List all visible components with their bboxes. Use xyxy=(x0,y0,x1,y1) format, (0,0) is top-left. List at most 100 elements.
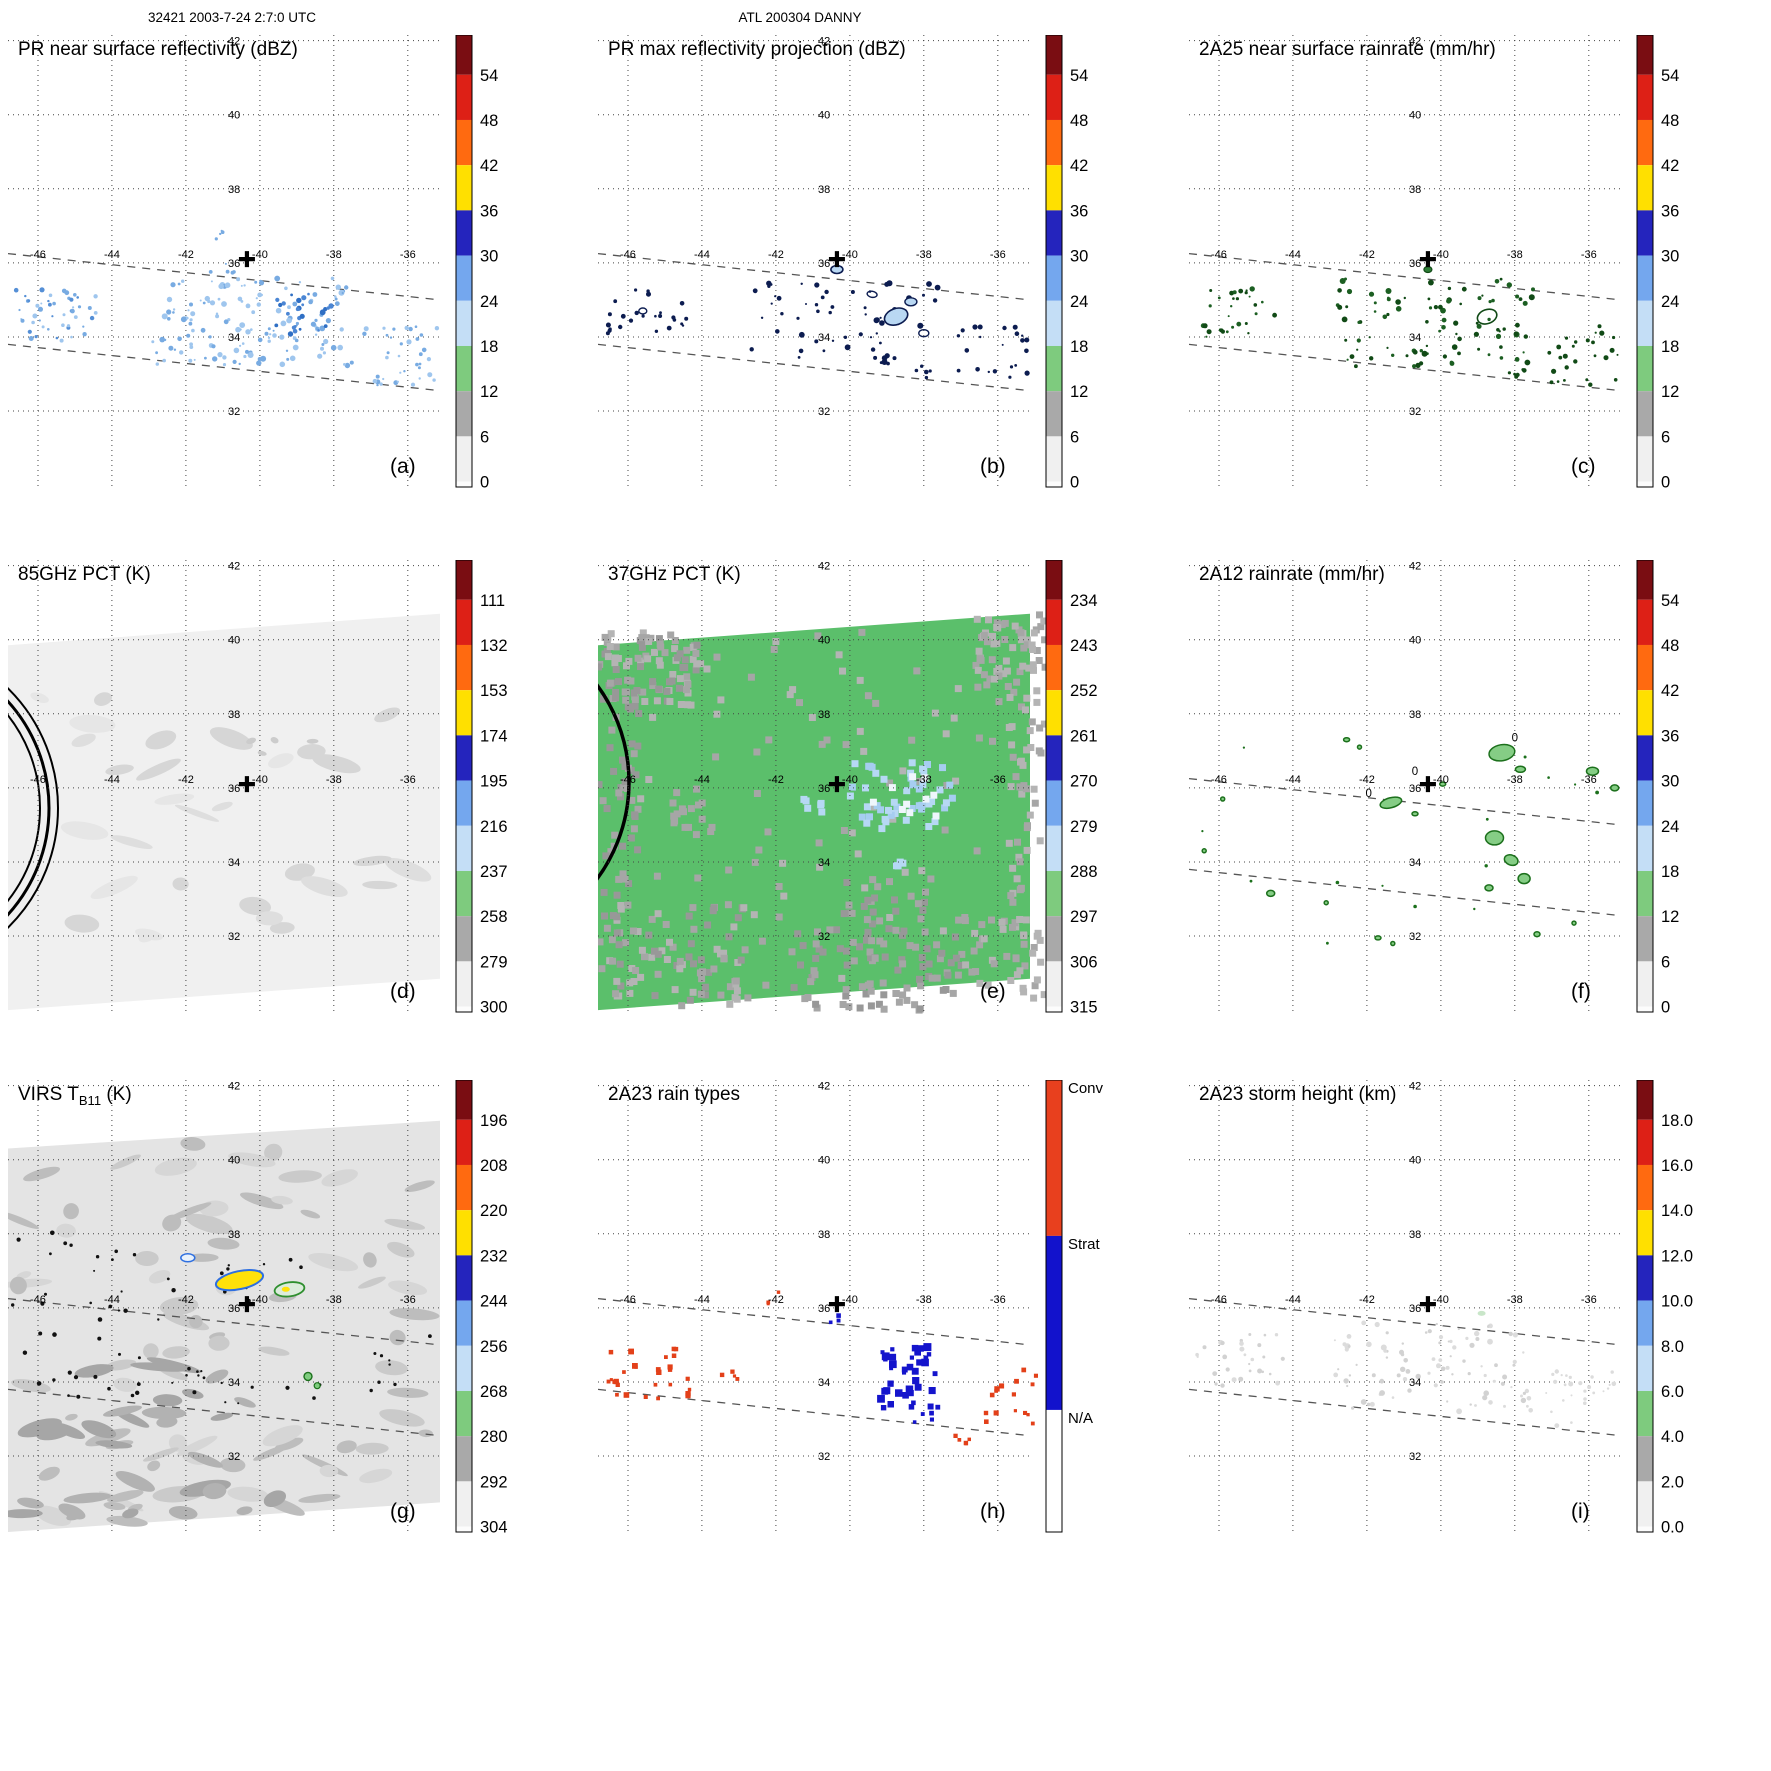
colorbar-tick-label: 30 xyxy=(1661,248,1679,266)
panel-title: PR max reflectivity projection (dBZ) xyxy=(608,39,906,60)
lat-label: 38 xyxy=(228,1229,240,1241)
raintype-label: Strat xyxy=(1068,1236,1101,1253)
panel-title: 85GHz PCT (K) xyxy=(18,564,151,585)
lon-label: -42 xyxy=(1359,249,1375,261)
panel-data-features xyxy=(606,1290,1039,1446)
colorbar-tick-label: 0 xyxy=(1661,474,1670,492)
panel-letter: (i) xyxy=(1571,1500,1590,1523)
panel-labels: -46 -44 -42 -40 -38 -36 32 34 36 38 40 42 2A23 storm… xyxy=(1199,1081,1597,1523)
panel-g: -46 -44 -42 -40 -38 -36 32 34 36 38 40 42 VIRS TB11 … xyxy=(0,1080,590,1558)
colorbar-tick-label: 261 xyxy=(1070,727,1098,745)
lon-label: -38 xyxy=(326,774,342,786)
storm-center-marker xyxy=(238,251,255,268)
colorbar-tick-label: 220 xyxy=(480,1202,508,1220)
lon-label: -40 xyxy=(252,774,268,786)
colorbar-tick-label: 12 xyxy=(480,383,498,401)
panel-data-field xyxy=(598,611,1049,1014)
swath-edge-upper xyxy=(8,252,441,301)
lon-label: -44 xyxy=(694,774,710,786)
colorbar-tick-label: 12.0 xyxy=(1661,1247,1693,1265)
panel-i: -46 -44 -42 -40 -38 -36 32 34 36 38 40 42 2A23 storm… xyxy=(1181,1080,1771,1558)
colorbar-tick-label: 12 xyxy=(1661,383,1679,401)
panel-letter: (d) xyxy=(390,980,416,1003)
panel-h: -46 -44 -42 -40 -38 -36 32 34 36 38 40 42 2A23 rain … xyxy=(590,1080,1180,1558)
colorbar-tick-label: 208 xyxy=(480,1157,508,1175)
panel-letter: (a) xyxy=(390,455,416,478)
lat-label: 34 xyxy=(1409,857,1421,869)
graticule xyxy=(1188,35,1621,487)
lon-label: -36 xyxy=(1581,1294,1597,1306)
colorbar-tick-label: 42 xyxy=(480,157,498,175)
colorbar-tick-label: 12 xyxy=(1661,908,1679,926)
lon-label: -42 xyxy=(178,249,194,261)
colorbar-tick-label: 300 xyxy=(480,999,508,1017)
panel-e: -46 -44 -42 -40 -38 -36 32 34 36 38 40 42 37GHz PCT … xyxy=(590,560,1180,1038)
lat-label: 34 xyxy=(818,1377,830,1389)
panel-labels: -46 -44 -42 -40 -38 -36 32 34 36 38 40 42 37GHz PCT … xyxy=(608,561,1006,1003)
colorbar-tick-label: 24 xyxy=(1661,818,1679,836)
colorbar-tick-label: 6.0 xyxy=(1661,1383,1684,1401)
colorbar-tick-label: 6 xyxy=(1661,428,1670,446)
panel-data-field xyxy=(8,613,440,1011)
lat-label: 40 xyxy=(818,635,830,647)
swath-edge-lower xyxy=(598,1388,1031,1437)
lat-label: 32 xyxy=(1409,406,1421,418)
lat-label: 42 xyxy=(1409,1081,1421,1093)
lat-label: 42 xyxy=(228,1081,240,1093)
swath-edge-upper xyxy=(598,1297,1031,1346)
colorbar-tick-label: 24 xyxy=(1661,293,1679,311)
swath-edge-upper xyxy=(8,1297,441,1346)
lat-label: 32 xyxy=(818,406,830,418)
lat-label: 36 xyxy=(1409,783,1421,795)
lat-label: 34 xyxy=(1409,1377,1421,1389)
colorbar: 196 208 220 232 244 256 268 280 292 304 xyxy=(455,1080,508,1537)
panel-data-features xyxy=(13,229,440,387)
lat-label: 34 xyxy=(228,1377,240,1389)
colorbar-tick-label: 6 xyxy=(1661,953,1670,971)
swath-edge-lower xyxy=(8,1388,441,1437)
colorbar-tick-label: 216 xyxy=(480,818,508,836)
colorbar-tick-label: 30 xyxy=(1070,248,1088,266)
swath-edge-upper xyxy=(1188,777,1621,826)
lon-label: -46 xyxy=(1211,774,1227,786)
raintype-label: Conv xyxy=(1068,1080,1104,1097)
lon-label: -40 xyxy=(842,1294,858,1306)
colorbar-tick-label: 2.0 xyxy=(1661,1473,1684,1491)
colorbar-tick-label: 54 xyxy=(1661,592,1679,610)
lon-label: -46 xyxy=(1211,249,1227,261)
swath-edge-lower xyxy=(1188,1388,1621,1437)
lon-label: -46 xyxy=(30,249,46,261)
panel-data-features xyxy=(1200,265,1619,387)
colorbar-tick-label: 232 xyxy=(480,1247,508,1265)
colorbar-tick-label: 174 xyxy=(480,727,508,745)
panel-data-field xyxy=(8,1120,440,1532)
panel-title: 37GHz PCT (K) xyxy=(608,564,741,585)
panel-letter: (b) xyxy=(980,455,1006,478)
graticule xyxy=(8,35,441,487)
colorbar-tick-label: 279 xyxy=(1070,818,1098,836)
storm-center-marker xyxy=(829,1296,846,1313)
colorbar-tick-label: 195 xyxy=(480,773,508,791)
colorbar-tick-label: 252 xyxy=(1070,682,1098,700)
lat-label: 36 xyxy=(818,783,830,795)
lon-label: -36 xyxy=(990,774,1006,786)
graticule xyxy=(598,1080,1031,1532)
colorbar-tick-label: 18 xyxy=(1661,338,1679,356)
lon-label: -40 xyxy=(842,774,858,786)
graticule xyxy=(1188,1080,1621,1532)
colorbar-tick-label: 36 xyxy=(1661,727,1679,745)
storm-center-marker xyxy=(1419,251,1436,268)
lon-label: -44 xyxy=(1285,1294,1301,1306)
colorbar-tick-label: 315 xyxy=(1070,999,1098,1017)
swath-edge-lower xyxy=(598,343,1031,392)
panel-labels: -46 -44 -42 -40 -38 -36 32 34 36 38 40 42 85GHz PCT … xyxy=(18,561,416,1003)
lat-label: 36 xyxy=(1409,1303,1421,1315)
colorbar-tick-label: 48 xyxy=(480,112,498,130)
lat-label: 36 xyxy=(818,258,830,270)
lat-label: 32 xyxy=(818,1451,830,1463)
lon-label: -38 xyxy=(1507,249,1523,261)
lat-label: 42 xyxy=(228,36,240,48)
